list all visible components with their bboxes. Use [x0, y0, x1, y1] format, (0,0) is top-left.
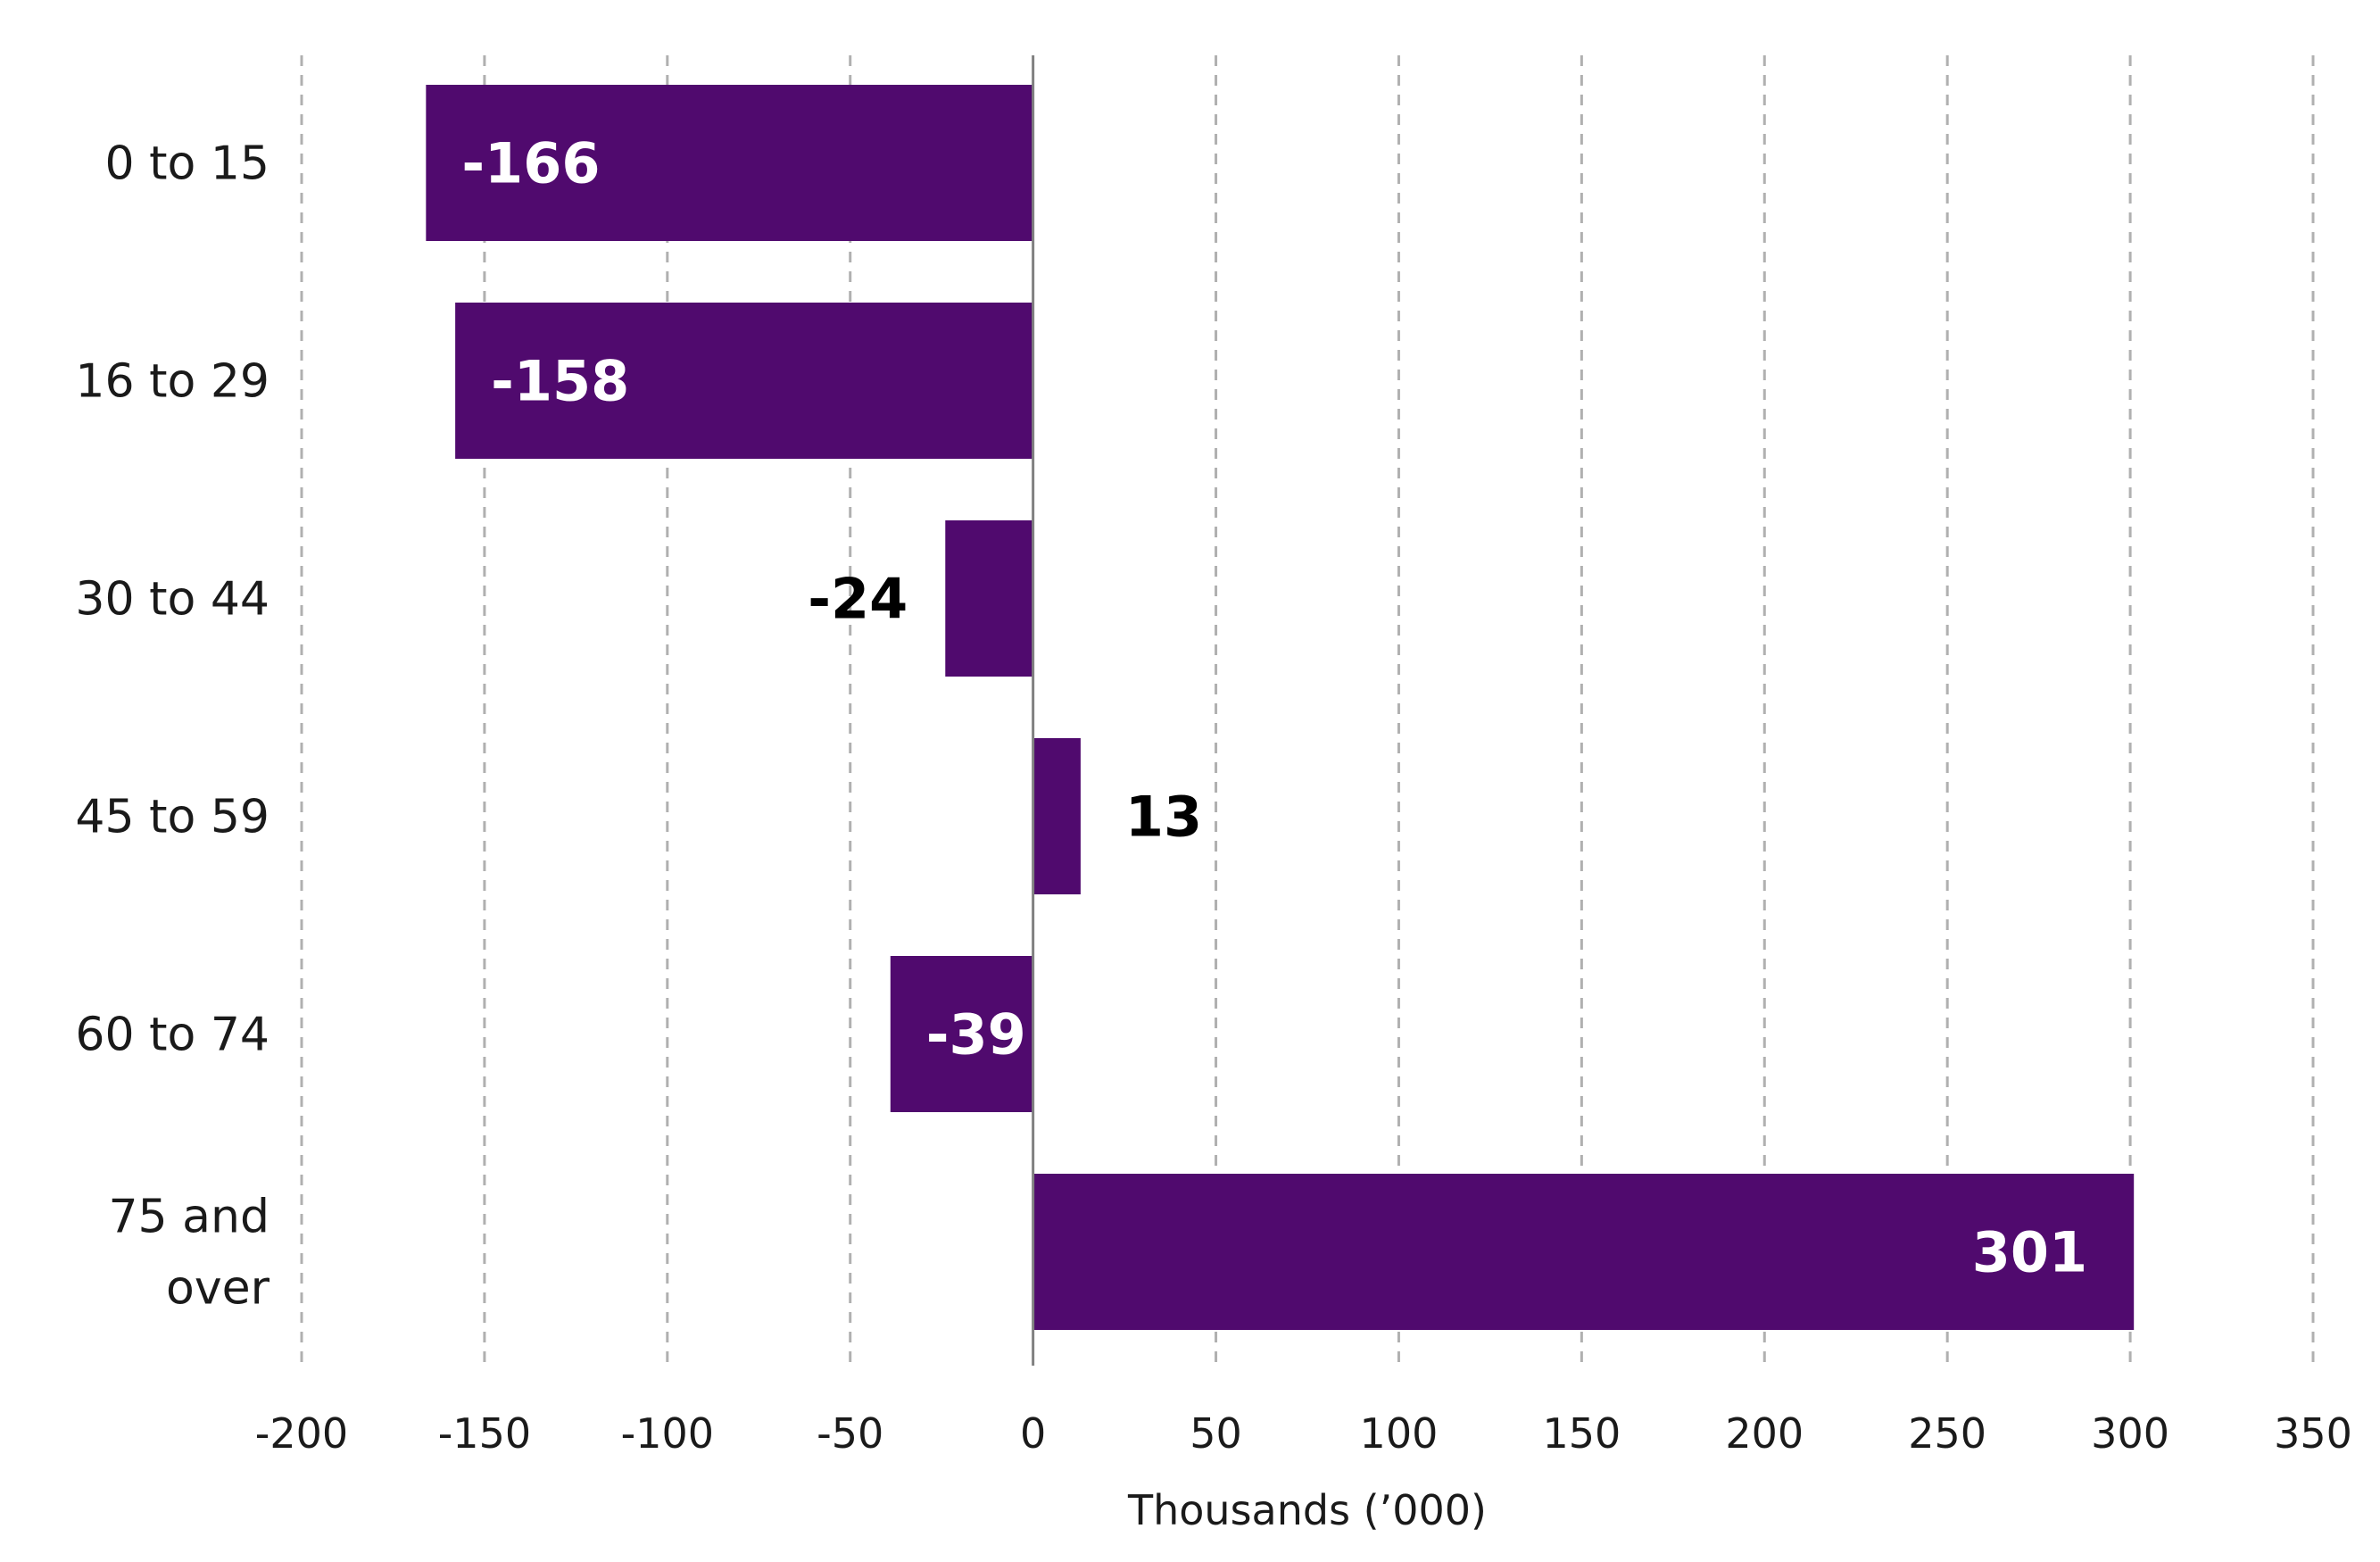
bars [426, 85, 2135, 1330]
data-label: -24 [808, 567, 908, 632]
bar [1032, 1174, 2135, 1330]
gridlines [300, 55, 2315, 1366]
data-label: 13 [1125, 785, 1202, 850]
x-tick-label: 0 [1020, 1409, 1046, 1458]
bar [945, 520, 1033, 677]
x-tick-label: 50 [1190, 1409, 1242, 1458]
x-tick-label: -100 [621, 1409, 714, 1458]
category-label-line: 0 to 15 [104, 137, 270, 191]
category-label: 75 and over [108, 1191, 270, 1316]
x-tick-label: 300 [2091, 1409, 2169, 1458]
data-label: -158 [491, 349, 629, 414]
category-label-line: 60 to 74 [75, 1009, 270, 1062]
bar [455, 303, 1033, 459]
category-label-line: 75 and [108, 1191, 270, 1244]
bar [426, 85, 1033, 241]
x-tick-label: 150 [1542, 1409, 1621, 1458]
x-tick-label: 100 [1360, 1409, 1439, 1458]
data-label: 301 [1972, 1220, 2087, 1285]
category-label-line: over [166, 1262, 270, 1316]
x-tick-label: -50 [817, 1409, 883, 1458]
category-label: 30 to 44 [75, 573, 270, 627]
x-tick-label: 250 [1908, 1409, 1986, 1458]
category-label-line: 45 to 59 [75, 791, 270, 844]
bar [890, 956, 1033, 1112]
category-label-line: 16 to 29 [75, 355, 270, 409]
category-label-line: 30 to 44 [75, 573, 270, 627]
data-label: -39 [926, 1002, 1026, 1068]
data-label: -166 [461, 131, 600, 196]
x-tick-label: 350 [2274, 1409, 2352, 1458]
x-axis-ticks: -200 -150 -100 -50 0 50 100 150 200 250 300 350 [255, 1409, 2352, 1458]
x-tick-label: -150 [438, 1409, 531, 1458]
bar [1032, 738, 1081, 894]
data-labels: -166 -158 -24 13 -39 301 [461, 131, 2087, 1285]
category-labels: 0 to 15 16 to 29 30 to 44 45 to 59 60 to 74 7… [75, 137, 270, 1316]
category-label: 60 to 74 [75, 1009, 270, 1062]
x-tick-label: -200 [255, 1409, 348, 1458]
category-label: 16 to 29 [75, 355, 270, 409]
x-axis-title: Thousands (’000) [1127, 1486, 1487, 1534]
category-label: 0 to 15 [104, 137, 270, 191]
category-label: 45 to 59 [75, 791, 270, 844]
x-tick-label: 200 [1725, 1409, 1804, 1458]
